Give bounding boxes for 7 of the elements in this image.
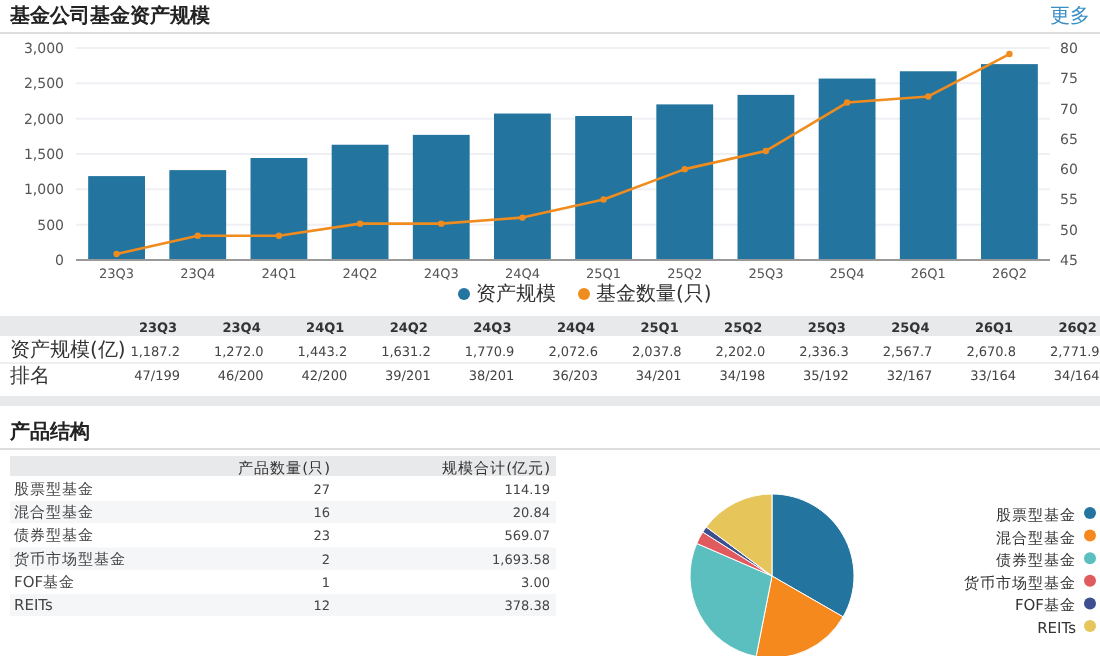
text: 产品结构: [8, 420, 90, 444]
text: 资产规模(亿): [10, 338, 126, 362]
text: 排名: [10, 364, 50, 388]
legend-label: 基金数量(只): [596, 282, 712, 306]
chart-title: 基金公司基金资产规模: [8, 4, 212, 28]
legend-label: 资产规模: [476, 282, 556, 306]
text: 更多: [1050, 4, 1090, 28]
